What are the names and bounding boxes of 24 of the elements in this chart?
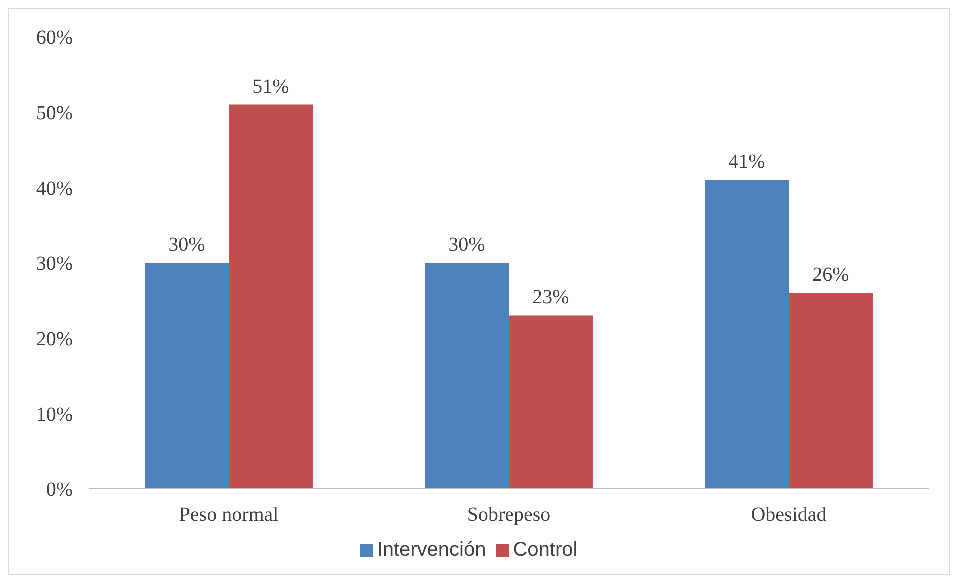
data-label: 30%: [168, 234, 206, 256]
x-tick-label: Peso normal: [179, 504, 280, 526]
data-label: 51%: [252, 76, 290, 98]
y-tick-label: 40%: [36, 178, 73, 200]
y-tick-label: 0%: [46, 479, 73, 502]
bar: [509, 316, 593, 489]
data-label: 41%: [728, 151, 766, 174]
data-label: 30%: [448, 234, 486, 256]
x-tick-label: Sobrepeso: [467, 504, 551, 526]
data-label: 26%: [812, 264, 850, 286]
bar: [425, 263, 509, 489]
x-tick-label: Obesidad: [751, 504, 827, 526]
y-tick-label: 10%: [36, 404, 73, 426]
y-tick-label: 50%: [36, 102, 73, 124]
bar: [789, 293, 873, 489]
y-tick-label: 20%: [36, 328, 73, 350]
bar: [229, 104, 313, 489]
data-label: 23%: [532, 286, 570, 309]
bar: [705, 180, 789, 489]
legend-label: Control: [513, 539, 578, 561]
y-tick-label: 60%: [36, 27, 73, 50]
y-tick-label: 30%: [36, 253, 73, 276]
legend-label: Intervención: [377, 539, 486, 561]
bar: [145, 263, 229, 489]
